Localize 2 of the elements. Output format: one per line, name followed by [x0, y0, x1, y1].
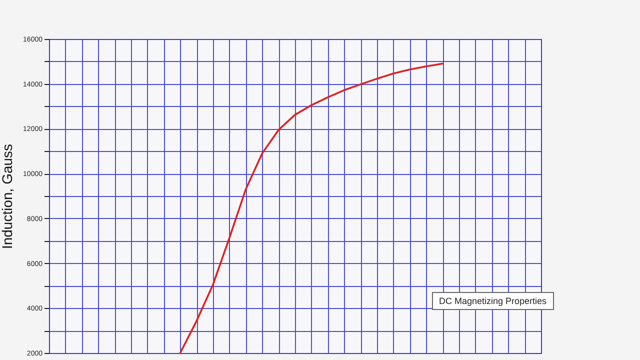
annotation: DC Magnetizing Properties: [432, 292, 554, 310]
y-axis-title: Induction, Gauss: [0, 144, 16, 250]
